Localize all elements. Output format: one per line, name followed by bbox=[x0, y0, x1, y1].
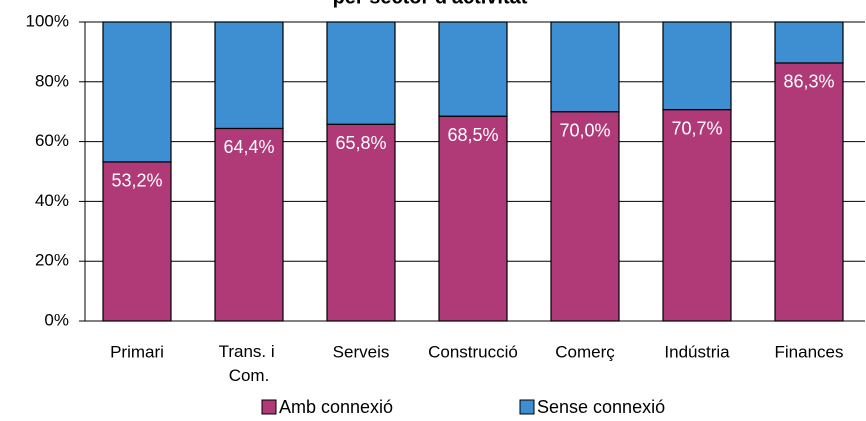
y-tick-label: 80% bbox=[35, 71, 69, 90]
bar-segment bbox=[214, 127, 284, 322]
bar-segment bbox=[662, 21, 732, 111]
value-label: 70,0% bbox=[559, 120, 610, 140]
value-label: 53,2% bbox=[111, 171, 162, 191]
bar-segment bbox=[774, 21, 844, 64]
bar-segment bbox=[102, 21, 172, 163]
bar-segment bbox=[214, 21, 284, 130]
value-label: 68,5% bbox=[447, 125, 498, 145]
bar-segment bbox=[102, 161, 172, 322]
bar-segment bbox=[774, 62, 844, 322]
legend-label: Sense connexió bbox=[537, 397, 665, 417]
value-label: 86,3% bbox=[783, 72, 834, 92]
value-label: 64,4% bbox=[223, 137, 274, 157]
x-tick-label: Primari bbox=[110, 342, 164, 361]
bar-segment bbox=[438, 115, 508, 322]
legend-label: Amb connexió bbox=[279, 397, 393, 417]
bar-segment bbox=[438, 21, 508, 117]
x-tick-label: Trans. i Com. bbox=[219, 342, 280, 385]
y-tick-label: 20% bbox=[35, 251, 69, 270]
legend-swatch bbox=[519, 399, 535, 415]
chart-title: per sector d'activitat bbox=[333, 0, 528, 8]
bar-segment bbox=[326, 21, 396, 125]
y-tick-label: 60% bbox=[35, 131, 69, 150]
y-tick-label: 0% bbox=[44, 310, 69, 329]
legend-swatch bbox=[261, 399, 277, 415]
y-tick-label: 100% bbox=[26, 11, 69, 30]
bar-segment bbox=[550, 21, 620, 113]
y-tick-label: 40% bbox=[35, 191, 69, 210]
x-tick-label: Construcció bbox=[428, 342, 518, 361]
bar-segment bbox=[326, 123, 396, 322]
value-label: 70,7% bbox=[671, 118, 722, 138]
x-tick-label: Indústria bbox=[664, 342, 730, 361]
x-tick-label: Finances bbox=[775, 342, 844, 361]
x-tick-label: Comerç bbox=[555, 342, 615, 361]
bar-segment bbox=[662, 109, 732, 322]
x-tick-label: Serveis bbox=[333, 342, 390, 361]
bar-segment bbox=[550, 111, 620, 322]
value-label: 65,8% bbox=[335, 133, 386, 153]
